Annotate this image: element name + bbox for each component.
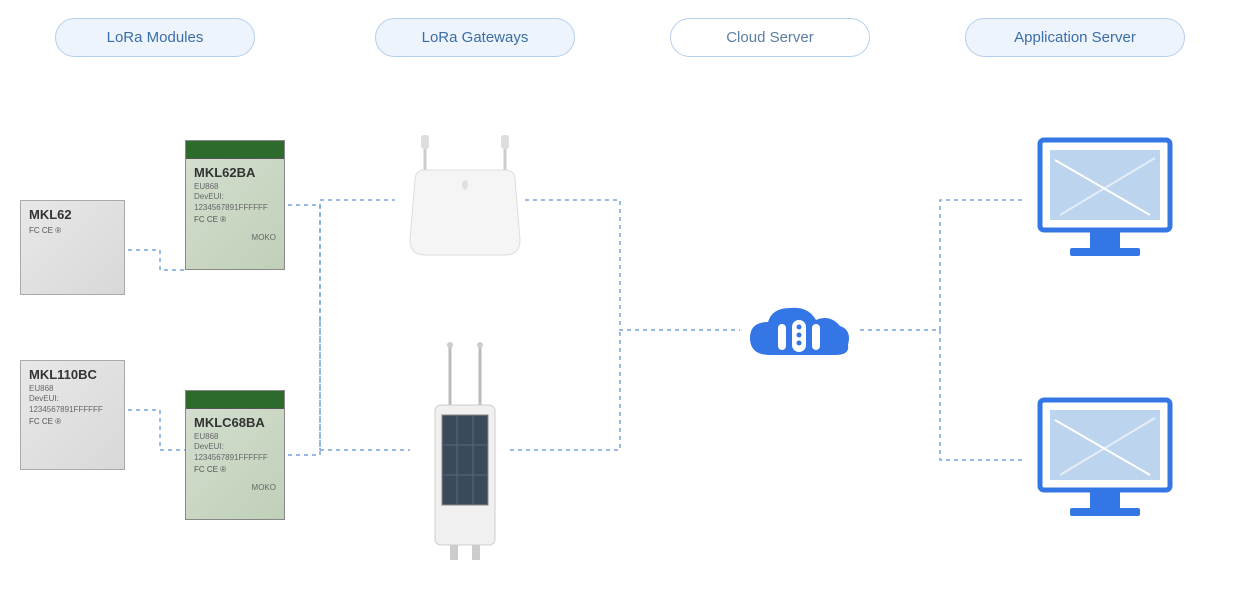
module-mklc68ba: MKLC68BA EU868 DevEUI: 1234567891FFFFFF … <box>185 390 285 520</box>
header-cloud: Cloud Server <box>670 18 870 57</box>
module-mkl110bc: MKL110BC EU868 DevEUI: 1234567891FFFFFF … <box>20 360 125 470</box>
header-gateways: LoRa Gateways <box>375 18 575 57</box>
header-label: LoRa Modules <box>107 29 204 46</box>
cloud-server-icon <box>740 300 860 385</box>
monitor-top <box>1030 130 1180 275</box>
header-app: Application Server <box>965 18 1185 57</box>
pcb-edge <box>186 141 284 159</box>
module-brand: MOKO <box>194 233 276 243</box>
module-region: EU868 <box>194 182 276 192</box>
pcb-edge <box>186 391 284 409</box>
header-label: Cloud Server <box>726 29 814 46</box>
gateway-outdoor-icon <box>420 340 520 570</box>
module-name: MKLC68BA <box>194 415 276 432</box>
module-mkl62: MKL62 FC CE ® <box>20 200 125 295</box>
module-deveui: DevEUI: 1234567891FFFFFF <box>194 442 276 463</box>
gateway-indoor-icon <box>400 130 530 270</box>
monitor-icon <box>1030 130 1180 270</box>
module-deveui: DevEUI: 1234567891FFFFFF <box>194 192 276 213</box>
header-label: Application Server <box>1014 29 1136 46</box>
gateway-indoor <box>400 130 530 275</box>
module-deveui: DevEUI: 1234567891FFFFFF <box>29 394 116 415</box>
module-certs: FC CE ® <box>194 465 276 475</box>
module-region: EU868 <box>194 432 276 442</box>
module-name: MKL62 <box>29 207 116 224</box>
module-name: MKL62BA <box>194 165 276 182</box>
module-certs: FC CE ® <box>29 226 116 236</box>
monitor-icon <box>1030 390 1180 530</box>
module-name: MKL110BC <box>29 367 116 384</box>
header-modules: LoRa Modules <box>55 18 255 57</box>
module-mkl62ba: MKL62BA EU868 DevEUI: 1234567891FFFFFF F… <box>185 140 285 270</box>
module-certs: FC CE ® <box>29 417 116 427</box>
module-brand: MOKO <box>194 483 276 493</box>
module-certs: FC CE ® <box>194 215 276 225</box>
monitor-bottom <box>1030 390 1180 535</box>
gateway-outdoor <box>420 340 520 575</box>
header-label: LoRa Gateways <box>422 29 529 46</box>
module-region: EU868 <box>29 384 116 394</box>
